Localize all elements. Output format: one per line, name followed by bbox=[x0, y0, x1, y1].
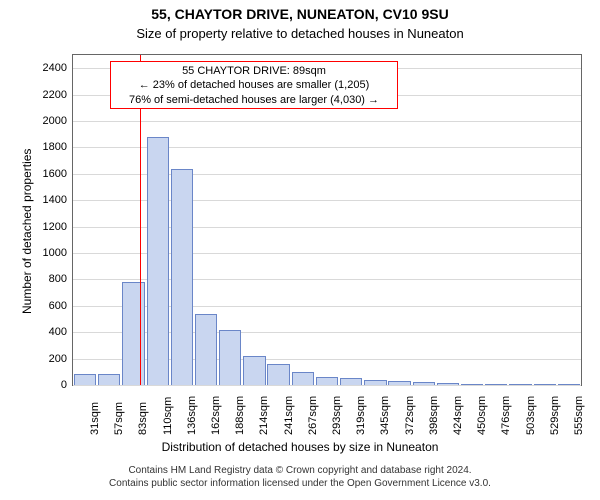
x-tick-label: 555sqm bbox=[571, 396, 585, 435]
gridline bbox=[73, 121, 581, 122]
bar bbox=[74, 374, 96, 385]
y-tick-label: 0 bbox=[61, 379, 73, 391]
bar bbox=[98, 374, 120, 385]
x-axis-label: Distribution of detached houses by size … bbox=[0, 440, 600, 454]
x-tick-label: 57sqm bbox=[111, 402, 125, 435]
y-tick-label: 2200 bbox=[43, 89, 73, 101]
x-tick-label: 450sqm bbox=[474, 396, 488, 435]
y-tick-label: 1400 bbox=[43, 194, 73, 206]
bar bbox=[437, 383, 459, 385]
bar bbox=[485, 384, 507, 385]
bar bbox=[558, 384, 580, 385]
y-tick-label: 1200 bbox=[43, 221, 73, 233]
x-tick-label: 293sqm bbox=[329, 396, 343, 435]
y-tick-label: 1000 bbox=[43, 247, 73, 259]
annotation-line-2: ← 23% of detached houses are smaller (1,… bbox=[115, 78, 393, 92]
bar bbox=[364, 380, 386, 385]
bar bbox=[509, 384, 531, 385]
footer-line-1: Contains HM Land Registry data © Crown c… bbox=[0, 464, 600, 477]
bar bbox=[413, 382, 435, 385]
y-tick-label: 400 bbox=[49, 326, 73, 338]
bar bbox=[316, 377, 338, 385]
x-tick-label: 424sqm bbox=[450, 396, 464, 435]
y-tick-label: 200 bbox=[49, 353, 73, 365]
x-tick-label: 398sqm bbox=[426, 396, 440, 435]
chart-subtitle: Size of property relative to detached ho… bbox=[0, 26, 600, 41]
annotation-box: 55 CHAYTOR DRIVE: 89sqm ← 23% of detache… bbox=[110, 61, 398, 109]
bar bbox=[534, 384, 556, 385]
chart-title: 55, CHAYTOR DRIVE, NUNEATON, CV10 9SU bbox=[0, 6, 600, 22]
x-tick-label: 345sqm bbox=[377, 396, 391, 435]
bar bbox=[243, 356, 265, 385]
bar bbox=[267, 364, 289, 385]
x-tick-label: 214sqm bbox=[256, 396, 270, 435]
bar bbox=[292, 372, 314, 385]
bar bbox=[219, 330, 241, 385]
annotation-line-3: 76% of semi-detached houses are larger (… bbox=[115, 93, 393, 107]
x-tick-label: 319sqm bbox=[353, 396, 367, 435]
y-axis-label: Number of detached properties bbox=[20, 149, 34, 314]
bar bbox=[195, 314, 217, 385]
annotation-line-1: 55 CHAYTOR DRIVE: 89sqm bbox=[115, 64, 393, 78]
x-tick-label: 83sqm bbox=[135, 402, 149, 435]
x-tick-label: 110sqm bbox=[160, 397, 174, 435]
x-tick-label: 188sqm bbox=[232, 396, 246, 435]
y-tick-label: 800 bbox=[49, 273, 73, 285]
x-tick-label: 136sqm bbox=[184, 396, 198, 435]
bar bbox=[340, 378, 362, 385]
gridline bbox=[73, 385, 581, 386]
x-tick-label: 476sqm bbox=[498, 396, 512, 435]
y-tick-label: 600 bbox=[49, 300, 73, 312]
footer-line-2: Contains public sector information licen… bbox=[0, 477, 600, 490]
bar bbox=[388, 381, 410, 385]
x-tick-label: 31sqm bbox=[87, 402, 101, 435]
y-tick-label: 1600 bbox=[43, 168, 73, 180]
x-tick-label: 529sqm bbox=[547, 396, 561, 435]
x-tick-label: 267sqm bbox=[305, 396, 319, 435]
x-tick-label: 503sqm bbox=[523, 396, 537, 435]
x-tick-label: 241sqm bbox=[281, 396, 295, 435]
chart-container: 55, CHAYTOR DRIVE, NUNEATON, CV10 9SU Si… bbox=[0, 0, 600, 500]
x-tick-label: 162sqm bbox=[208, 396, 222, 435]
x-tick-label: 372sqm bbox=[402, 396, 416, 435]
bar bbox=[461, 384, 483, 385]
footer-attribution: Contains HM Land Registry data © Crown c… bbox=[0, 464, 600, 490]
y-tick-label: 1800 bbox=[43, 141, 73, 153]
bar bbox=[147, 137, 169, 385]
y-tick-label: 2400 bbox=[43, 62, 73, 74]
bar bbox=[122, 282, 144, 385]
y-tick-label: 2000 bbox=[43, 115, 73, 127]
bar bbox=[171, 169, 193, 385]
